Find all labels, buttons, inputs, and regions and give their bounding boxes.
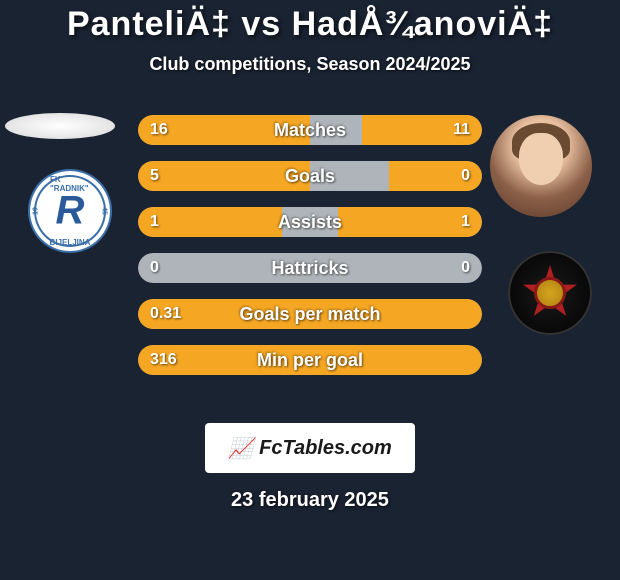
bar-fill-left [138, 161, 310, 191]
brand-icon: 📈 [228, 436, 253, 461]
comparison-card: PanteliÄ‡ vs HadÅ¾anoviÄ‡ Club competiti… [0, 0, 620, 512]
stat-row: 1611Matches [138, 115, 482, 145]
stat-value-left: 16 [150, 121, 168, 139]
bar-fill-left [138, 299, 482, 329]
stat-value-left: 5 [150, 167, 159, 185]
player-left-avatar [5, 113, 115, 139]
footer-date: 23 february 2025 [0, 489, 620, 512]
club-left-badge: R FK "RADNIK" BIJELJINA 19 45 [28, 169, 112, 253]
stat-value-right: 11 [453, 121, 470, 139]
stat-value-right: 0 [461, 259, 470, 277]
club-right-badge [508, 251, 592, 335]
player-right-avatar [490, 115, 592, 217]
brand-logo[interactable]: 📈 FcTables.com [205, 423, 415, 473]
stat-bars: 1611Matches50Goals11Assists00Hattricks0.… [138, 115, 482, 391]
page-title: PanteliÄ‡ vs HadÅ¾anoviÄ‡ [0, 5, 620, 44]
stat-value-right: 0 [461, 167, 470, 185]
stat-row: 316Min per goal [138, 345, 482, 375]
stat-row: 11Assists [138, 207, 482, 237]
bar-bg-left [138, 253, 310, 283]
bar-fill-left [138, 345, 482, 375]
subtitle: Club competitions, Season 2024/2025 [0, 54, 620, 75]
stat-value-left: 0.31 [150, 305, 181, 323]
stat-row: 50Goals [138, 161, 482, 191]
content-area: R FK "RADNIK" BIJELJINA 19 45 1611Matche… [0, 103, 620, 403]
stat-row: 00Hattricks [138, 253, 482, 283]
stat-value-left: 1 [150, 213, 159, 231]
stat-row: 0.31Goals per match [138, 299, 482, 329]
stat-value-right: 1 [461, 213, 470, 231]
stat-value-left: 0 [150, 259, 159, 277]
bar-bg-right [310, 253, 482, 283]
bar-fill-left [138, 207, 282, 237]
stat-value-left: 316 [150, 351, 177, 369]
club-left-ring-text: FK "RADNIK" BIJELJINA 19 45 [30, 171, 110, 251]
brand-text: FcTables.com [259, 437, 392, 460]
